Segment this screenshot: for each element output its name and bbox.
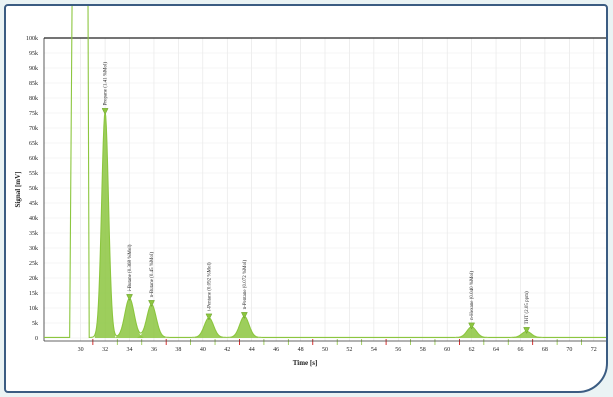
y-tick-label: 45k	[29, 201, 38, 207]
x-tick-label: 72	[591, 347, 597, 353]
axes: 30 32 34 36 38 40 42 44 46 48 50 52 54 56 58 60 62 64 66 68…	[26, 36, 606, 353]
peak-label: n-Pentane (0.072 %Mol)	[243, 259, 248, 309]
chromatogram-chart: 30 32 34 36 38 40 42 44 46 48 50 52 54 56 58 60 62 64 66 68…	[14, 6, 606, 367]
peak-fill	[94, 112, 116, 339]
y-tick-label: 75k	[29, 111, 38, 117]
peak-marker	[240, 312, 248, 319]
y-tick-label: 5k	[32, 321, 38, 327]
x-tick-label: 32	[102, 347, 108, 353]
peak-label: n-Hexane (0.040 %Mol)	[470, 271, 475, 320]
y-tick-label: 35k	[29, 231, 38, 237]
x-tick-label: 36	[151, 347, 157, 353]
x-tick-label: 54	[371, 347, 377, 353]
y-tick-label: 10k	[29, 306, 38, 312]
x-tick-label: 46	[273, 347, 279, 353]
y-tick-label: 90k	[29, 66, 38, 72]
x-tick-label: 68	[542, 347, 548, 353]
peak-label: i-Butane (0.368 %Mol)	[128, 244, 133, 291]
x-tick-label: 34	[127, 347, 133, 353]
peak-label: Propane (1.41 %Mol)	[104, 62, 109, 106]
y-tick-label: 70k	[29, 126, 38, 132]
x-axis-label: Time [s]	[293, 359, 318, 367]
x-tick-label: 50	[322, 347, 328, 353]
x-tick-label: 44	[249, 347, 255, 353]
x-tick-label: 42	[224, 347, 230, 353]
x-tick-label: 66	[517, 347, 523, 353]
peak-fill	[195, 317, 223, 338]
peak-fill	[115, 298, 144, 338]
x-tick-label: 60	[444, 347, 450, 353]
y-tick-label: 40k	[29, 216, 38, 222]
peak-labels: Propane (1.41 %Mol) i-Butane (0.368 %Mol)…	[104, 62, 531, 325]
peak-fill	[137, 304, 166, 338]
y-tick-label: 20k	[29, 276, 38, 282]
x-tick-label: 48	[298, 347, 304, 353]
y-tick-label: 95k	[29, 51, 38, 57]
y-axis-label: Signal [mV]	[14, 172, 22, 208]
x-tick-label: 56	[395, 347, 401, 353]
y-tick-label: 65k	[29, 141, 38, 147]
peak-marker	[205, 313, 213, 321]
y-tick-label: 25k	[29, 261, 38, 267]
peak-fill	[230, 316, 259, 338]
series-layer	[44, 6, 606, 339]
y-tick-label: 50k	[29, 186, 38, 192]
peak-label: n-Butane (0.45 %Mol)	[150, 252, 155, 298]
peak-marker	[523, 327, 530, 334]
chart-frame: 30 32 34 36 38 40 42 44 46 48 50 52 54 56 58 60 62 64 66 68…	[4, 4, 608, 393]
y-tick-label: 80k	[29, 96, 38, 102]
peak-marker	[148, 300, 155, 307]
x-tick-label: 52	[346, 347, 352, 353]
y-tick-label: 30k	[29, 246, 38, 252]
peak-fill	[512, 331, 541, 338]
x-tick-label: 58	[420, 347, 426, 353]
x-tick-label: 62	[469, 347, 475, 353]
peak-label: THT (2.05 ppm)	[525, 291, 530, 324]
x-tick-label: 64	[493, 347, 499, 353]
y-tick-label: 85k	[29, 81, 38, 87]
y-tick-label: 0	[35, 336, 38, 342]
x-tick-label: 38	[175, 347, 181, 353]
y-tick-label: 15k	[29, 291, 38, 297]
y-tick-label: 60k	[29, 156, 38, 162]
peak-marker	[468, 322, 476, 330]
y-tick-label: 55k	[29, 171, 38, 177]
peak-fill	[457, 326, 486, 338]
peak-label: i-Pentane (0.092 %Mol)	[207, 262, 212, 311]
peak-marker	[126, 294, 133, 301]
chromatogram-line	[44, 6, 606, 338]
x-tick-label: 30	[78, 347, 84, 353]
x-tick-label: 70	[566, 347, 572, 353]
peak-marker	[101, 108, 109, 115]
x-tick-label: 40	[200, 347, 206, 353]
grid	[44, 37, 606, 341]
y-tick-label: 100k	[26, 36, 38, 42]
